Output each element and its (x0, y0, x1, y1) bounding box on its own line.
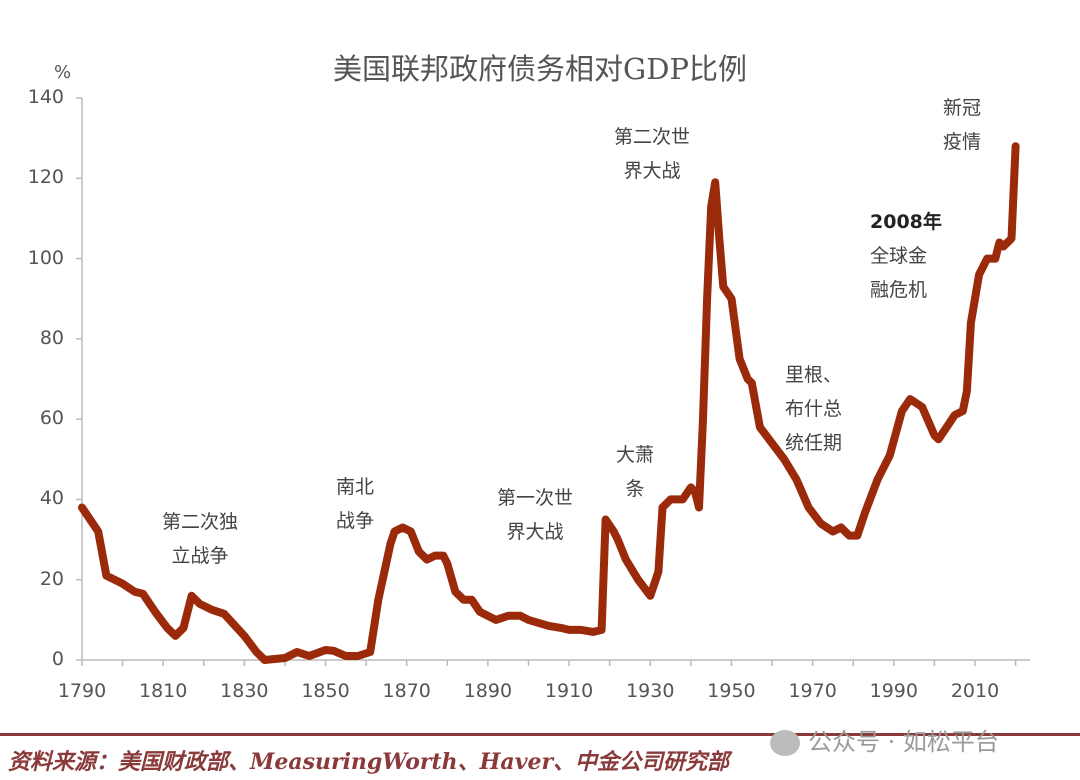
annotation-line: 融危机 (870, 279, 928, 301)
y-tick-label: 120 (27, 166, 64, 189)
annotation-line: 全球金 (870, 245, 928, 267)
annotation-line: 2008年 (870, 211, 942, 233)
annotation-line: 里根、 (785, 364, 843, 386)
annotation-2008-crisis: 2008年 全球金 融危机 (870, 205, 950, 307)
x-tick-label: 1930 (626, 680, 675, 702)
x-tick-label: 1810 (138, 680, 188, 702)
annotation-line: 界大战 (623, 160, 681, 182)
x-tick-label: 1790 (57, 680, 107, 702)
y-tick-label: 60 (39, 407, 64, 430)
annotation-line: 第二次独 (161, 511, 238, 533)
annotation-reagan-bush: 里根、 布什总 统任期 (785, 358, 875, 460)
source-divider (0, 733, 1080, 736)
annotation-wwii: 第二次世 界大战 (602, 120, 702, 188)
x-tick-label: 1850 (301, 680, 350, 702)
annotation-line: 立战争 (171, 545, 229, 567)
annotation-line: 界大战 (506, 521, 564, 543)
annotation-covid: 新冠 疫情 (932, 91, 992, 159)
watermark: 公众号 · 如松平台 (770, 722, 999, 757)
annotation-line: 大萧 (615, 444, 654, 466)
annotation-civil-war: 南北 战争 (315, 470, 395, 538)
annotation-wwi: 第一次世 界大战 (485, 481, 585, 549)
annotation-line: 新冠 (942, 97, 981, 119)
wechat-icon (770, 730, 800, 756)
y-tick-label: 80 (39, 326, 64, 349)
annotation-war-of-1812: 第二次独 立战争 (150, 505, 250, 573)
y-axis-unit: % (54, 62, 72, 83)
x-tick-label: 1910 (544, 680, 594, 702)
annotation-line: 统任期 (785, 432, 843, 454)
y-tick-label: 40 (39, 487, 64, 510)
annotation-great-depression: 大萧 条 (600, 438, 670, 506)
x-tick-label: 1890 (463, 680, 513, 702)
annotation-line: 疫情 (942, 131, 981, 153)
annotation-line: 南北 (335, 476, 374, 498)
source-note: 资料来源：美国财政部、MeasuringWorth、Haver、中金公司研究部 (8, 749, 730, 775)
y-tick-label: 100 (27, 246, 64, 269)
x-tick-label: 1870 (382, 680, 431, 702)
annotation-line: 布什总 (785, 398, 843, 420)
watermark-text: 公众号 · 如松平台 (808, 728, 999, 756)
annotation-line: 第二次世 (613, 126, 690, 148)
annotation-line: 战争 (335, 510, 374, 532)
y-tick-label: 140 (27, 86, 64, 108)
x-tick-label: 1990 (869, 680, 918, 702)
x-tick-label: 2010 (950, 680, 1000, 702)
annotation-line: 条 (625, 478, 645, 500)
y-tick-label: 0 (51, 648, 64, 670)
x-tick-label: 1830 (220, 680, 269, 702)
y-tick-label: 20 (39, 567, 64, 590)
annotation-line: 第一次世 (496, 487, 573, 509)
x-tick-label: 1950 (707, 680, 756, 702)
x-tick-label: 1970 (788, 680, 837, 702)
chart-title: 美国联邦政府债务相对GDP比例 (333, 52, 747, 86)
